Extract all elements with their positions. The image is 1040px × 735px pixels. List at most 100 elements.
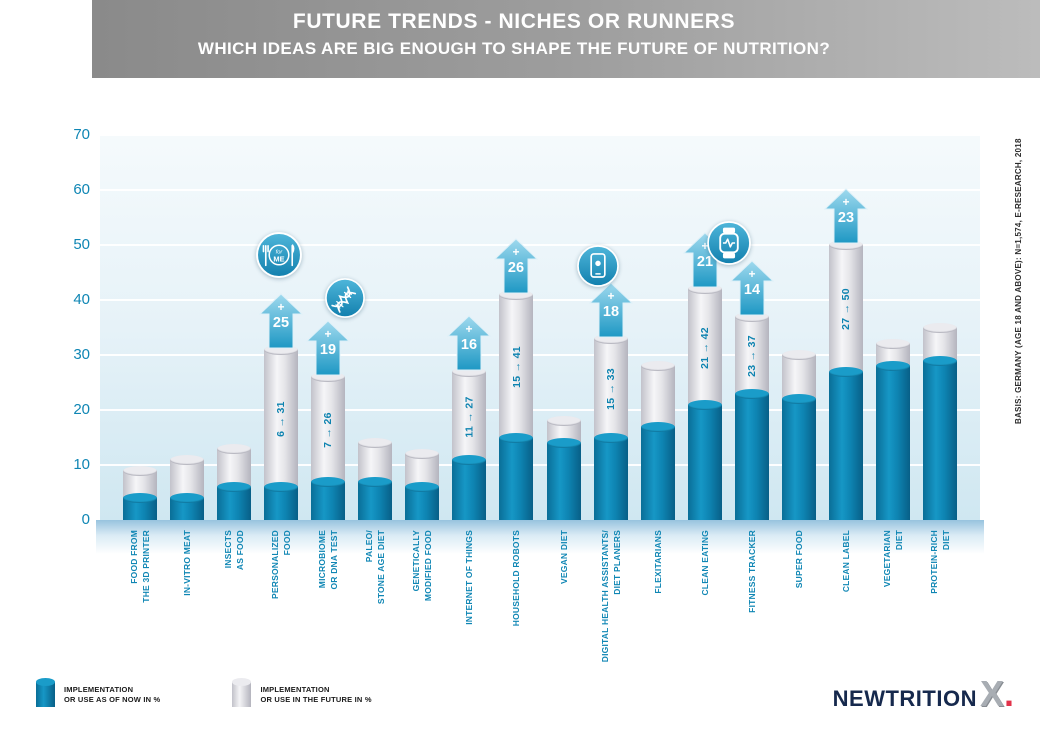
bar-slot: 15 → 41 +26 — [493, 135, 540, 520]
bar-slot: 23 → 37 +14 — [707, 135, 775, 520]
svg-text:+: + — [843, 195, 850, 209]
now-segment — [734, 388, 769, 520]
range-text: 7 → 26 — [321, 412, 334, 449]
smartphone-icon — [576, 244, 619, 287]
bar-clean-eating: 21 → 42 +21 — [682, 135, 727, 520]
y-axis: 0 10 20 30 40 50 60 70 — [38, 126, 90, 528]
x-label-slot: PROTEIN-RICH DIET — [929, 530, 952, 594]
bar-personalized-food: 6 → 31 +25 for ME — [256, 135, 303, 520]
range-text: 15 → 33 — [604, 368, 617, 410]
svg-text:26: 26 — [508, 260, 524, 276]
now-segment — [923, 355, 958, 520]
bar-slot — [540, 135, 587, 520]
bar-slot — [917, 135, 964, 520]
now-segment — [687, 399, 722, 520]
now-segment — [499, 432, 534, 520]
x-label-slot: FLEXITARIANS — [652, 530, 663, 594]
up-arrow-icon: +19 — [305, 320, 350, 376]
y-tick-label: 60 — [73, 181, 90, 198]
bar-paleo-stone-age-diet — [358, 135, 393, 520]
bar-slot — [163, 135, 210, 520]
personalized-food-icon: for ME — [256, 231, 302, 278]
up-arrow-icon: +16 — [447, 314, 492, 370]
now-segment — [216, 482, 251, 520]
y-tick-label: 30 — [73, 346, 90, 363]
legend: IMPLEMENTATION OR USE AS OF NOW IN % IMP… — [36, 678, 372, 707]
svg-text:18: 18 — [603, 304, 619, 320]
x-label-slot: IN-VITRO MEAT — [181, 530, 192, 596]
dna-icon — [325, 278, 365, 318]
white-cylinder-icon — [232, 678, 252, 707]
bar-flexitarians — [640, 135, 675, 520]
x-label-slot: INSECTS AS FOOD — [222, 530, 245, 571]
svg-text:+: + — [466, 322, 473, 336]
now-segment — [593, 432, 628, 520]
now-segment — [546, 438, 581, 520]
now-segment — [358, 476, 393, 520]
y-tick-label: 10 — [73, 456, 90, 473]
svg-text:21: 21 — [697, 254, 713, 270]
range-label: 23 → 37 — [735, 321, 769, 392]
gain-arrow: +16 — [447, 314, 492, 371]
x-label-slot: CLEAN LABEL — [841, 530, 852, 593]
now-segment — [829, 366, 864, 520]
bar-slot: 15 → 33 +18 — [576, 135, 634, 520]
now-segment — [310, 476, 345, 520]
gain-arrow: +14 — [729, 259, 774, 316]
gridline — [100, 299, 980, 301]
bar-slot: 7 → 26 +19 — [304, 135, 365, 520]
legend-line: OR USE IN THE FUTURE IN % — [260, 694, 372, 704]
now-segment — [876, 361, 911, 520]
legend-item-now: IMPLEMENTATION OR USE AS OF NOW IN % — [36, 678, 160, 707]
bar-slot — [352, 135, 399, 520]
svg-text:23: 23 — [838, 210, 854, 226]
gridline — [100, 464, 980, 466]
legend-label-future: IMPLEMENTATION OR USE IN THE FUTURE IN % — [260, 685, 371, 704]
svg-text:+: + — [748, 267, 755, 281]
x-label-slot: FITNESS TRACKER — [746, 530, 757, 613]
gridline — [100, 189, 980, 191]
legend-line: IMPLEMENTATION — [64, 685, 134, 694]
range-label: 6 → 31 — [264, 354, 298, 486]
range-label: 21 → 42 — [688, 293, 722, 403]
now-segment — [122, 493, 157, 520]
logo-x-mark: X — [979, 673, 1004, 714]
bar-slot: 11 → 27 +16 — [446, 135, 493, 520]
range-text: 15 → 41 — [510, 346, 523, 388]
x-label-slot: GENETICALLY MODIFIED FOOD — [411, 530, 434, 602]
bar-slot — [634, 135, 681, 520]
gridline — [100, 409, 980, 411]
gain-arrow: +26 — [494, 237, 539, 294]
header-banner: FUTURE TRENDS - NICHES OR RUNNERS WHICH … — [92, 0, 1040, 78]
range-label: 11 → 27 — [452, 376, 486, 458]
axis-glow — [96, 520, 984, 554]
bar-slot — [776, 135, 823, 520]
range-label: 15 → 41 — [499, 299, 533, 436]
blue-cylinder-icon — [36, 678, 55, 707]
x-label-slot: PERSONALIZED FOOD — [269, 530, 292, 599]
svg-text:+: + — [324, 327, 331, 341]
bar-slot: 27 → 50 +23 — [823, 135, 870, 520]
bar-vegan-diet — [546, 135, 581, 520]
legend-item-future: IMPLEMENTATION OR USE IN THE FUTURE IN % — [232, 678, 372, 707]
bar-slot — [116, 135, 163, 520]
bar-slot — [210, 135, 257, 520]
svg-text:+: + — [513, 245, 520, 259]
bar-in-vitro-meat — [169, 135, 204, 520]
gain-arrow: +19 — [305, 320, 350, 376]
y-tick-label: 40 — [73, 291, 90, 308]
logo-text: NEWTRITION — [832, 686, 977, 711]
bar-fitness-tracker: 23 → 37 +14 — [707, 135, 774, 520]
bar-slot — [399, 135, 446, 520]
gain-arrow: +25 — [258, 292, 303, 349]
up-arrow-icon: +14 — [729, 259, 774, 315]
svg-text:+: + — [701, 239, 708, 253]
y-tick-label: 70 — [73, 126, 90, 143]
gridlines — [100, 134, 980, 520]
x-label-slot: FOOD FROM THE 3D PRINTER — [128, 530, 151, 603]
logo: NEWTRITION X . — [833, 676, 1014, 712]
now-segment — [405, 482, 440, 520]
up-arrow-icon: +23 — [824, 188, 869, 244]
bar-genetically-modified-food — [405, 135, 440, 520]
now-segment — [169, 493, 204, 520]
